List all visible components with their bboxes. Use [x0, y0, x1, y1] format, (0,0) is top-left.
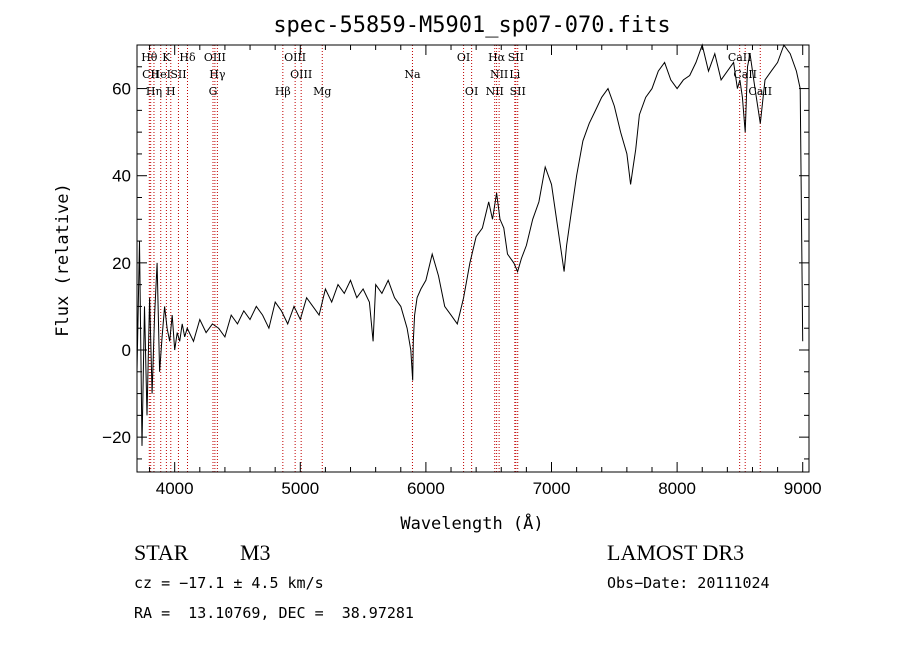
spectral-line-label-20: NII: [486, 85, 504, 98]
spectral-line-label-10: G: [209, 85, 218, 98]
spectral-line-label-3: HeI: [151, 68, 171, 81]
redshift-text: cz = −17.1 ± 4.5 km/s: [134, 574, 324, 592]
spectral-line-label-24: CaII: [728, 51, 752, 64]
y-tick-label: 0: [122, 341, 131, 360]
spectral-line-markers: [148, 45, 761, 472]
spectral-line-label-23: SII: [510, 85, 526, 98]
coordinates-text: RA = 13.10769, DEC = 38.97281: [134, 604, 414, 622]
object-subclass: M3: [240, 540, 271, 565]
y-tick-label: −20: [102, 428, 131, 447]
spectral-line-label-21: SII: [508, 51, 524, 64]
spectral-line-label-2: Hη: [146, 85, 162, 98]
spectral-line-label-19: NII: [490, 68, 508, 81]
x-tick-label: 9000: [784, 479, 822, 498]
x-axis-label: Wavelength (Å): [400, 512, 543, 534]
survey-name: LAMOST DR3: [607, 540, 745, 565]
x-tick-label: 7000: [533, 479, 571, 498]
spectral-line-label-15: Na: [404, 68, 421, 81]
spectral-line-label-12: OIII: [284, 51, 306, 64]
y-axis-label: Flux (relative): [53, 183, 73, 337]
y-tick-label: 20: [112, 254, 131, 273]
observation-date: Obs−Date: 20111024: [607, 574, 770, 592]
x-tick-label: 6000: [407, 479, 445, 498]
x-tick-label: 4000: [156, 479, 194, 498]
spectral-line-label-9: Hγ: [209, 68, 226, 81]
x-tick-label: 8000: [658, 479, 696, 498]
spectral-line-label-6: SII: [170, 68, 186, 81]
spectral-line-label-17: OI: [465, 85, 478, 98]
spectral-line-label-25: CaII: [733, 68, 757, 81]
y-tick-label: 60: [112, 80, 131, 99]
object-type: STAR: [134, 540, 189, 565]
spectral-line-label-8: OIII: [204, 51, 226, 64]
spectral-line-label-4: K: [162, 51, 171, 64]
spectral-line-label-18: Hα: [488, 51, 506, 64]
spectral-line-label-7: Hδ: [179, 51, 196, 64]
spectral-line-label-5: H: [166, 85, 176, 98]
chart-title: spec-55859-M5901_sp07-070.fits: [273, 13, 670, 38]
y-tick-label: 40: [112, 167, 131, 186]
spectral-line-label-16: OI: [457, 51, 470, 64]
spectrum-line: [136, 43, 804, 446]
x-tick-label: 5000: [281, 479, 319, 498]
axis-ticks: 4000 5000 6000 7000 8000 9000 −20 0 20 40 60: [102, 45, 822, 498]
plot-frame: [136, 44, 810, 473]
spectral-line-label-1: CII: [142, 68, 159, 81]
spectral-line-label-26: CaII: [748, 85, 772, 98]
spectral-line-label-11: Hβ: [275, 85, 291, 98]
spectrum-series: [136, 43, 804, 446]
spectral-line-label-14: Mg: [313, 85, 331, 98]
spectral-line-label-13: OIII: [290, 68, 312, 81]
spectral-line-label-22: Li: [509, 68, 520, 81]
spectral-line-label-0: Hθ: [141, 51, 158, 64]
